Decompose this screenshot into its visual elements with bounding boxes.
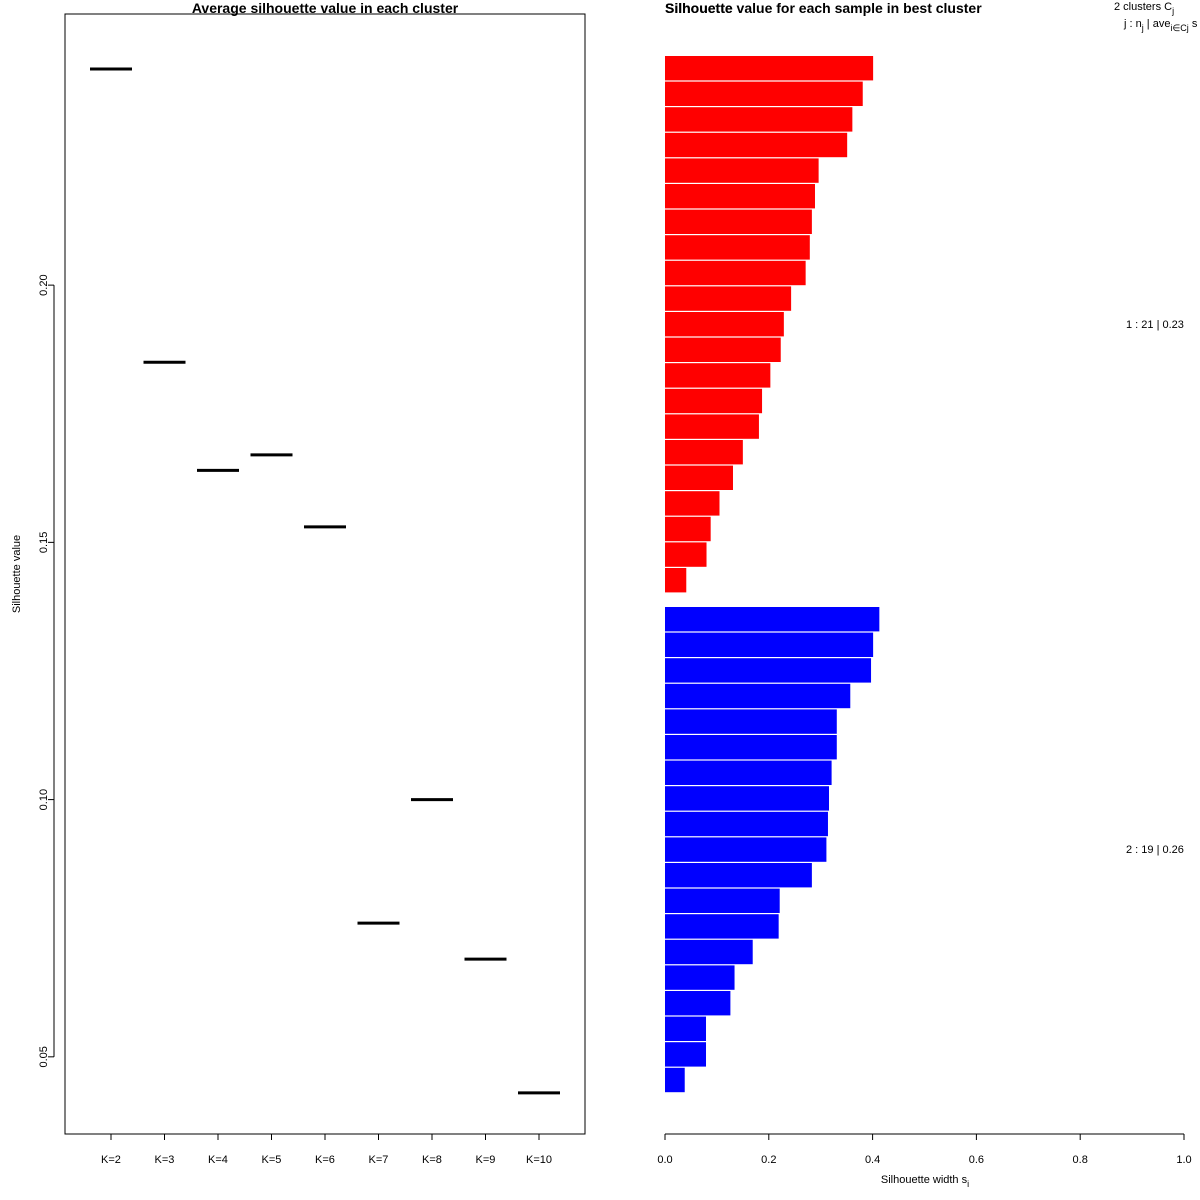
left-y-axis-label: Silhouette value <box>11 535 23 613</box>
cluster-2-silhouette-bar <box>665 811 828 837</box>
cluster-2-silhouette-bar <box>665 837 827 862</box>
cluster-2-silhouette-bar <box>665 760 832 785</box>
cluster-1-silhouette-bar <box>665 337 781 362</box>
left-plot-frame <box>64 13 586 1135</box>
cluster-2-silhouette-bar <box>665 658 872 683</box>
cluster-2-silhouette-bar <box>665 632 874 657</box>
left-x-tick-label: K=9 <box>476 1154 496 1166</box>
cluster-2-silhouette-bar <box>665 888 780 913</box>
cluster-1-silhouette-bar <box>665 56 874 81</box>
cluster-2-silhouette-bar <box>665 1067 685 1093</box>
cluster-2-silhouette-bar <box>665 1042 707 1067</box>
columns-header-ave: | ave <box>1144 18 1171 30</box>
cluster-2-silhouette-bar <box>665 965 735 990</box>
cluster-2-summary: 2 : 19 | 0.26 <box>1126 844 1184 856</box>
clusters-header-text: 2 clusters C <box>1114 1 1172 13</box>
clusters-header-sub: j <box>1171 6 1174 16</box>
cluster-2-silhouette-bar <box>665 1016 707 1041</box>
right-x-tick-label: 0.8 <box>1073 1154 1088 1166</box>
right-x-axis-label-sub: i <box>967 1179 969 1189</box>
cluster-1-silhouette-bar <box>665 516 711 542</box>
right-x-tick-label: 0.6 <box>969 1154 984 1166</box>
columns-header-sub-j: j <box>1141 23 1144 33</box>
left-x-tick-label: K=7 <box>369 1154 389 1166</box>
right-chart-title: Silhouette value for each sample in best… <box>665 0 982 16</box>
left-x-tick-label: K=8 <box>422 1154 442 1166</box>
silhouette-bars <box>665 56 880 1093</box>
left-x-tick-label: K=5 <box>262 1154 282 1166</box>
average-silhouette-panel: Average silhouette value in each cluster… <box>11 0 586 1166</box>
silhouette-width-panel: Silhouette Silhouette value for each sam… <box>657 0 1198 1189</box>
cluster-2-silhouette-bar <box>665 709 837 734</box>
right-x-tick-label: 1.0 <box>1176 1154 1191 1166</box>
left-y-tick-label: 0.10 <box>38 789 50 810</box>
cluster-1-silhouette-bar <box>665 414 759 439</box>
right-x-tick-label: 0.2 <box>761 1154 776 1166</box>
left-x-axis: K=2 K=3 K=4 K=5 K=6 K=7 K=8 K=9 K=10 <box>101 1133 552 1166</box>
cluster-1-silhouette-bar <box>665 81 863 106</box>
cluster-1-silhouette-bar <box>665 286 792 311</box>
cluster-2-silhouette-bar <box>665 683 851 709</box>
cluster-1-silhouette-bar <box>665 235 810 260</box>
right-x-tick-label: 0.0 <box>657 1154 672 1166</box>
cluster-1-silhouette-bar <box>665 158 819 183</box>
columns-header-sub-ave: i∈Cj <box>1170 23 1188 33</box>
left-x-tick-label: K=2 <box>101 1154 121 1166</box>
cluster-2-silhouette-bar <box>665 607 880 632</box>
left-chart-title: Average silhouette value in each cluster <box>192 0 459 16</box>
left-series <box>90 67 560 1095</box>
cluster-1-silhouette-bar <box>665 388 763 414</box>
cluster-2-silhouette-bar <box>665 735 837 760</box>
cluster-1-summary: 1 : 21 | 0.23 <box>1126 319 1184 331</box>
cluster-1-silhouette-bar <box>665 209 812 234</box>
columns-header-s: s <box>1189 18 1198 30</box>
left-y-axis: 0.05 0.10 0.15 0.20 <box>38 274 55 1068</box>
right-x-axis: 0.0 0.2 0.4 0.6 0.8 1.0 <box>657 1133 1192 1166</box>
left-x-tick-label: K=3 <box>155 1154 175 1166</box>
cluster-1-silhouette-bar <box>665 132 848 158</box>
cluster-1-silhouette-bar <box>665 440 743 465</box>
cluster-1-silhouette-bar <box>665 260 806 286</box>
cluster-1-silhouette-bar <box>665 107 853 132</box>
left-x-tick-label: K=6 <box>315 1154 335 1166</box>
columns-header-j: j : n <box>1123 18 1142 30</box>
cluster-1-silhouette-bar <box>665 491 720 516</box>
cluster-1-silhouette-bar <box>665 568 687 593</box>
cluster-2-silhouette-bar <box>665 939 753 965</box>
cluster-2-silhouette-bar <box>665 991 731 1016</box>
left-y-tick-label: 0.15 <box>38 532 50 553</box>
cluster-2-silhouette-bar <box>665 786 830 811</box>
clusters-header: 2 clusters Cj <box>1114 1 1174 16</box>
right-x-axis-label-text: Silhouette width s <box>881 1174 968 1186</box>
cluster-2-silhouette-bar <box>665 863 812 888</box>
cluster-1-silhouette-bar <box>665 465 733 490</box>
cluster-1-silhouette-bar <box>665 542 707 567</box>
left-y-tick-label: 0.20 <box>38 274 50 295</box>
cluster-1-silhouette-bar <box>665 363 771 388</box>
cluster-1-silhouette-bar <box>665 312 784 337</box>
right-chart-overlap-title: Silhouette <box>665 0 733 16</box>
left-y-tick-label: 0.05 <box>38 1046 50 1067</box>
columns-header: j : nj | avei∈Cj s <box>1123 18 1198 33</box>
right-x-tick-label: 0.4 <box>865 1154 880 1166</box>
left-x-tick-label: K=4 <box>208 1154 228 1166</box>
left-x-tick-label: K=10 <box>526 1154 552 1166</box>
right-x-axis-label: Silhouette width si <box>881 1174 969 1189</box>
cluster-2-silhouette-bar <box>665 914 779 939</box>
cluster-1-silhouette-bar <box>665 184 815 209</box>
